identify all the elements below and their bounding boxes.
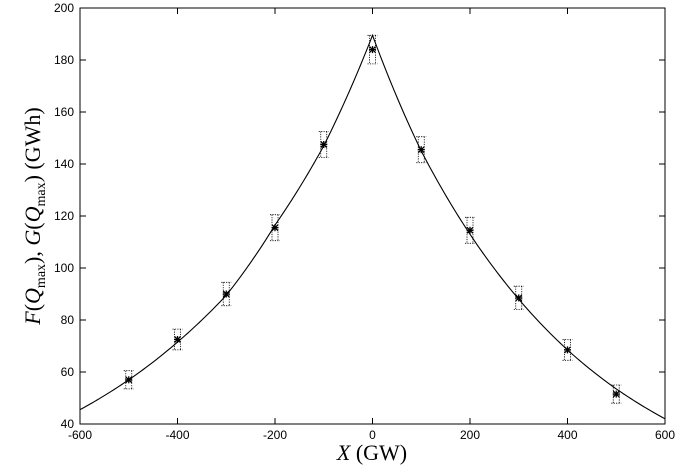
data-points: [124, 35, 622, 403]
y-tick-label: 80: [61, 313, 75, 327]
data-point: [221, 282, 231, 305]
x-tick-label: 200: [460, 428, 480, 442]
data-point: [124, 371, 134, 389]
y-tick-label: 40: [61, 417, 75, 431]
y-tick-label: 200: [54, 1, 74, 15]
x-tick-label: 600: [655, 428, 675, 442]
y-tick-label: 60: [61, 365, 75, 379]
y-tick-label: 140: [54, 157, 74, 171]
y-tick-label: 160: [54, 105, 74, 119]
data-point: [319, 132, 329, 158]
y-tick-label: 120: [54, 209, 74, 223]
data-point: [563, 340, 573, 361]
data-point: [611, 385, 621, 403]
y-axis-title: F(Qmax), G(Qmax) (GWh): [20, 107, 49, 325]
data-point: [368, 35, 378, 64]
x-tick-label: 400: [557, 428, 577, 442]
plot-frame: [80, 8, 665, 424]
x-tick-label: -400: [165, 428, 189, 442]
data-point: [270, 215, 280, 241]
fit-curve-line: [80, 35, 665, 419]
data-point: [173, 329, 183, 350]
x-tick-label: -200: [263, 428, 287, 442]
ticks: -600 -400 -200 0 200 400 600406080100120140160…: [54, 1, 675, 442]
y-tick-label: 180: [54, 53, 74, 67]
y-tick-label: 100: [54, 261, 74, 275]
fit-curve: [80, 35, 665, 419]
data-point: [514, 286, 524, 309]
x-axis-title: X (GW): [336, 440, 407, 465]
